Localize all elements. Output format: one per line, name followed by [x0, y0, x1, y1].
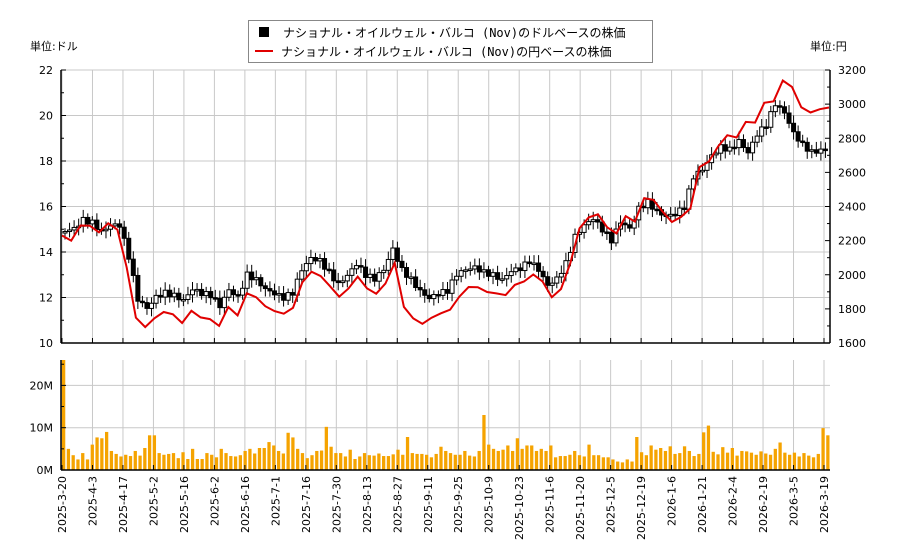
svg-text:3000: 3000 [838, 98, 866, 111]
svg-text:20: 20 [39, 110, 53, 123]
svg-text:2400: 2400 [838, 201, 866, 214]
svg-text:2025-9-25: 2025-9-25 [452, 476, 465, 533]
svg-text:2025-11-20: 2025-11-20 [574, 476, 587, 540]
svg-text:2025-7-1: 2025-7-1 [269, 476, 282, 526]
volume-y-axis-ticks: 0M 10M 20M [30, 363, 66, 477]
svg-text:1800: 1800 [838, 303, 866, 316]
svg-text:16: 16 [39, 201, 53, 214]
svg-text:2025-5-16: 2025-5-16 [178, 476, 191, 533]
volume-bars [62, 360, 830, 470]
svg-text:2025-4-3: 2025-4-3 [86, 476, 99, 526]
svg-text:2026-2-4: 2026-2-4 [727, 476, 740, 526]
svg-text:2026-1-6: 2026-1-6 [666, 476, 679, 526]
svg-text:2025-7-30: 2025-7-30 [330, 476, 343, 533]
svg-text:2025-6-16: 2025-6-16 [239, 476, 252, 533]
legend-item-jpy: ナショナル・オイルウェル・バルコ (Nov)の円ベースの株価 [255, 42, 612, 60]
x-axis-date-ticks: 2025-3-20 2025-4-3 2025-4-17 2025-5-2 2025-5… [56, 338, 831, 540]
svg-text:20M: 20M [30, 379, 54, 392]
svg-text:2000: 2000 [838, 269, 866, 282]
left-axis-unit: 単位:ドル [30, 39, 78, 53]
legend-usd-label: ナショナル・オイルウェル・バルコ (Nov)のドルベースの株価 [283, 25, 626, 40]
svg-text:2025-9-11: 2025-9-11 [422, 476, 435, 533]
svg-text:12: 12 [39, 292, 53, 305]
legend-jpy-label: ナショナル・オイルウェル・バルコ (Nov)の円ベースの株価 [281, 44, 612, 59]
right-y-axis-ticks: 1600 1800 2000 2200 2400 2600 2800 3000 3200 [825, 64, 866, 350]
svg-text:2025-11-6: 2025-11-6 [544, 476, 557, 533]
usd-candlesticks [62, 99, 828, 317]
svg-text:10M: 10M [30, 422, 54, 435]
legend-item-usd: ナショナル・オイルウェル・バルコ (Nov)のドルベースの株価 [255, 23, 626, 41]
left-y-axis-ticks: 10 12 14 16 18 20 22 [39, 64, 66, 350]
svg-text:2025-8-27: 2025-8-27 [391, 476, 404, 533]
svg-text:2025-10-9: 2025-10-9 [483, 476, 496, 533]
red-line-icon [255, 50, 273, 52]
svg-text:2026-1-21: 2026-1-21 [696, 476, 709, 533]
chart-legend: ナショナル・オイルウェル・バルコ (Nov)のドルベースの株価 ナショナル・オイ… [248, 20, 653, 63]
svg-text:2026-2-19: 2026-2-19 [757, 476, 770, 533]
svg-text:2025-8-13: 2025-8-13 [361, 476, 374, 533]
svg-text:2025-4-17: 2025-4-17 [117, 476, 130, 533]
svg-text:3200: 3200 [838, 64, 866, 77]
svg-text:2025-12-5: 2025-12-5 [605, 476, 618, 533]
right-axis-unit: 単位:円 [810, 39, 847, 53]
svg-text:2026-3-19: 2026-3-19 [818, 476, 831, 533]
axes-frames [60, 70, 831, 471]
svg-text:2025-6-2: 2025-6-2 [208, 476, 221, 526]
svg-text:2025-3-20: 2025-3-20 [56, 476, 69, 533]
black-square-icon [259, 27, 269, 37]
svg-text:2025-7-16: 2025-7-16 [300, 476, 313, 533]
svg-text:2600: 2600 [838, 166, 866, 179]
svg-text:2025-12-19: 2025-12-19 [635, 476, 648, 540]
svg-text:14: 14 [39, 246, 53, 259]
svg-text:22: 22 [39, 64, 53, 77]
svg-text:2200: 2200 [838, 235, 866, 248]
price-grid [61, 69, 830, 344]
svg-text:0M: 0M [37, 464, 54, 477]
svg-text:10: 10 [39, 337, 53, 350]
svg-text:2026-3-5: 2026-3-5 [788, 476, 801, 526]
svg-text:2025-5-2: 2025-5-2 [147, 476, 160, 526]
jpy-price-line [61, 78, 830, 329]
svg-text:18: 18 [39, 155, 53, 168]
svg-text:2800: 2800 [838, 132, 866, 145]
svg-text:1600: 1600 [838, 337, 866, 350]
svg-text:2025-10-23: 2025-10-23 [513, 476, 526, 540]
